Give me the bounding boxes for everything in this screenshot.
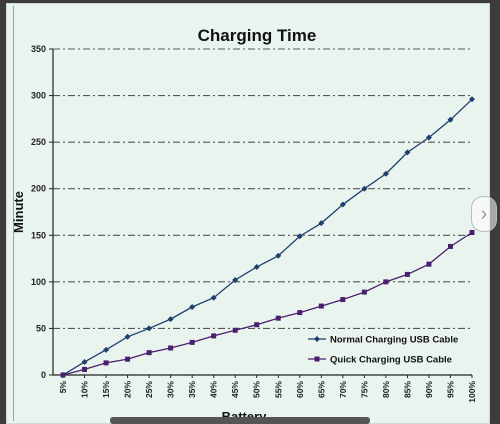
x-tick-label: 75% xyxy=(359,381,369,398)
y-tick-label: 100 xyxy=(31,277,46,287)
legend-marker xyxy=(314,336,320,342)
y-tick-label: 150 xyxy=(31,230,46,240)
x-tick-label: 70% xyxy=(338,381,348,398)
legend: Normal Charging USB Cable Quick Charging … xyxy=(308,335,458,366)
x-tick-label: 10% xyxy=(80,381,90,398)
series-line xyxy=(62,231,473,376)
x-tick-label: 20% xyxy=(123,381,133,398)
data-point xyxy=(189,339,195,345)
x-tick-label: 85% xyxy=(402,381,412,398)
data-point xyxy=(469,96,475,103)
data-point xyxy=(447,243,453,249)
data-point xyxy=(167,316,174,323)
x-tick-label: 25% xyxy=(144,381,154,398)
data-point xyxy=(81,358,88,365)
horizontal-scrollbar[interactable] xyxy=(110,417,370,424)
y-tick-labels: 0 50 100 150 200 250 300 350 xyxy=(31,44,46,380)
x-tick-label: 95% xyxy=(445,381,455,398)
y-tick-label: 0 xyxy=(41,370,46,380)
data-point xyxy=(232,327,238,333)
y-tick-label: 200 xyxy=(31,184,46,194)
x-tick-label: 55% xyxy=(273,381,283,398)
y-tick-label: 250 xyxy=(31,137,46,147)
y-tick-label: 350 xyxy=(31,44,46,54)
x-tick-label: 65% xyxy=(316,381,326,398)
axes xyxy=(52,49,473,378)
data-point xyxy=(340,297,346,303)
data-point xyxy=(210,294,217,301)
data-point xyxy=(296,233,303,240)
legend-label: Quick Charging USB Cable xyxy=(330,355,452,366)
x-tick-label: 30% xyxy=(166,381,176,398)
y-tick-label: 50 xyxy=(36,323,46,333)
data-point xyxy=(318,220,325,227)
x-tick-label: 90% xyxy=(424,381,434,398)
grid-lines xyxy=(49,48,472,376)
data-point xyxy=(211,333,217,339)
frame-divider xyxy=(13,6,14,421)
data-point xyxy=(146,350,152,356)
data-point xyxy=(318,303,324,309)
data-point xyxy=(404,271,410,277)
data-point xyxy=(103,360,109,366)
y-tick-label: 300 xyxy=(31,91,46,101)
data-point xyxy=(383,279,389,285)
y-axis-label: Minute xyxy=(11,191,26,233)
data-point xyxy=(189,304,196,311)
data-point xyxy=(297,310,303,316)
data-point xyxy=(361,289,367,295)
data-point xyxy=(168,345,174,351)
data-point xyxy=(125,356,131,362)
x-tick-label: 35% xyxy=(187,381,197,398)
x-tick-label: 100% xyxy=(467,381,477,403)
chart-title: Charging Time xyxy=(198,26,317,45)
data-point xyxy=(82,366,88,372)
x-tick-label: 50% xyxy=(252,381,262,398)
x-tick-label: 15% xyxy=(101,381,111,398)
legend-label: Normal Charging USB Cable xyxy=(330,335,458,346)
data-point xyxy=(339,201,346,208)
x-tick-label: 80% xyxy=(381,381,391,398)
legend-marker xyxy=(314,356,320,362)
data-point xyxy=(146,325,153,332)
data-point xyxy=(404,149,411,156)
x-tick-label: 45% xyxy=(230,381,240,398)
x-tick-label: 40% xyxy=(209,381,219,398)
data-point xyxy=(124,333,131,340)
x-tick-labels: 5% 10% 15% 20% 25% 30% 35% 40% 45% 50% 55% 60% 65% 70… xyxy=(58,381,477,403)
chart-frame xyxy=(6,3,490,424)
series-line xyxy=(62,98,473,376)
data-point xyxy=(275,315,281,321)
data-point xyxy=(275,252,282,259)
data-point xyxy=(253,263,260,270)
data-point xyxy=(103,346,110,353)
data-point xyxy=(447,116,454,123)
data-point xyxy=(232,276,239,283)
data-point xyxy=(361,185,368,192)
data-point xyxy=(426,261,432,267)
data-point xyxy=(469,229,475,235)
series-group xyxy=(60,96,475,378)
x-tick-label: 60% xyxy=(295,381,305,398)
data-point xyxy=(425,134,432,141)
chevron-right-icon[interactable]: › xyxy=(471,196,497,232)
data-point xyxy=(254,322,260,328)
data-point xyxy=(60,372,66,378)
x-tick-label: 5% xyxy=(58,381,68,394)
data-point xyxy=(382,170,389,177)
